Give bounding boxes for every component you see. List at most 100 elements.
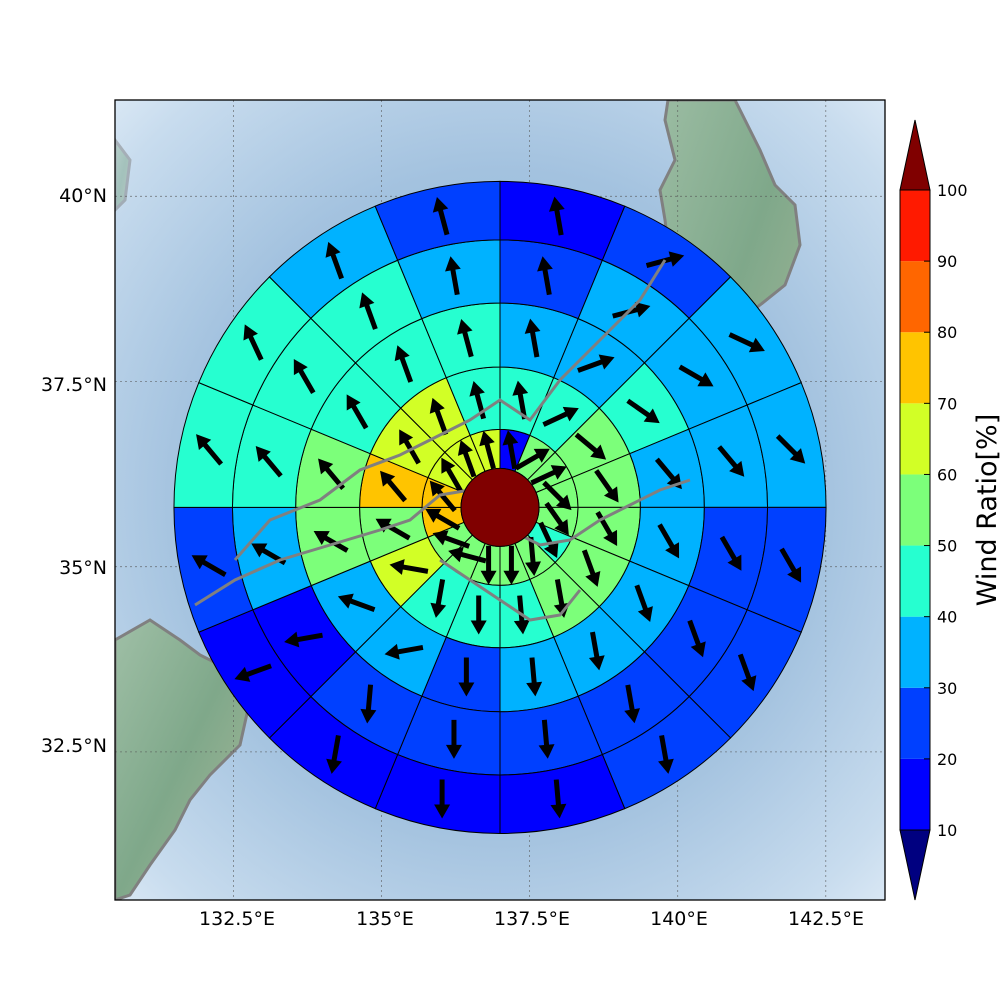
wind-arrow-shape (658, 735, 674, 774)
wind-arrow-shape (525, 536, 541, 576)
wind-arrow (538, 521, 559, 559)
wind-arrow (196, 434, 224, 466)
wind-arrow-shape (445, 719, 462, 759)
wind-arrow (719, 535, 742, 571)
wind-arrow-shape (624, 684, 641, 724)
wind-arrow-shape (470, 595, 487, 635)
wind-arrow (503, 545, 520, 585)
wind-arrow (234, 663, 272, 682)
wind-arrow (542, 406, 579, 427)
wind-arrow (678, 364, 714, 387)
wind-arrow (514, 448, 550, 471)
wind-arrow (480, 545, 497, 585)
colorbar: 10 20 30 40 50 60 70 80 90 100 Wind Ratio[%] (899, 119, 1000, 901)
wind-arrow-shape (537, 256, 553, 296)
wind-arrow (375, 518, 411, 541)
colorbar-tick-label: 90 (937, 252, 957, 271)
wind-arrow-shape (577, 354, 615, 373)
wind-arrow-shape (728, 332, 765, 353)
wind-arrow-shape (359, 292, 378, 330)
lon-tick-label: 142.5°E (788, 908, 864, 930)
wind-arrow (445, 719, 462, 759)
colorbar-box (900, 474, 930, 546)
wind-arrow (313, 531, 349, 553)
wind-arrow-shape (284, 631, 323, 648)
wind-arrow (284, 631, 323, 648)
wind-arrow-shape (445, 256, 461, 296)
wind-arrow (457, 439, 477, 478)
lat-tick-label: 35°N (59, 557, 107, 579)
wind-arrow-shape (542, 480, 572, 511)
colorbar-tick-label: 50 (937, 537, 957, 556)
colorbar-box (900, 403, 930, 475)
colorbar-boxes (899, 119, 931, 901)
land-korea-edge (115, 137, 132, 213)
wind-arrow (624, 684, 641, 724)
wind-arrow-shape (503, 545, 520, 585)
wind-arrow-shape (429, 397, 449, 436)
wind-arrow (626, 398, 660, 424)
wind-arrow (526, 657, 543, 697)
wind-arrow-shape (441, 457, 464, 493)
wind-arrow (380, 470, 408, 503)
wind-arrow-shape (542, 406, 579, 427)
wind-arrow-shape (719, 535, 742, 571)
wind-arrow (524, 318, 541, 358)
wind-arrow-shape (448, 546, 487, 564)
wind-arrow (775, 434, 806, 464)
wind-arrow-shape (775, 434, 806, 464)
wind-arrow-shape (325, 241, 344, 280)
lon-tick-label: 140°E (650, 908, 708, 930)
wind-arrow-shape (645, 251, 685, 268)
wind-arrow (326, 735, 342, 774)
lat-tick-label: 40°N (59, 185, 107, 207)
wind-arrow-shape (346, 394, 369, 430)
wind-arrow-shape (737, 653, 757, 692)
wind-arrow-shape (538, 521, 559, 559)
wind-arrow (538, 719, 555, 759)
coast-kii (439, 558, 582, 622)
wind-arrow-shape (524, 318, 541, 358)
wind-arrow (425, 508, 461, 531)
wind-arrow-shape (779, 547, 802, 583)
wind-arrow-shape (432, 197, 450, 236)
wind-arrow (548, 196, 565, 236)
wind-arrow-shape (430, 579, 447, 618)
central-disk (460, 467, 540, 547)
lat-tick-label: 37.5°N (41, 374, 107, 396)
wind-arrow-shape (469, 380, 487, 420)
wind-arrow (384, 643, 424, 660)
wind-arrow-shape (243, 324, 264, 361)
wind-arrow-shape (626, 398, 660, 424)
wind-arrow-shape (234, 663, 272, 682)
wind-arrow (544, 501, 569, 536)
wind-arrow-shape (687, 619, 706, 658)
wind-arrow (243, 324, 264, 361)
wind-arrow (512, 380, 529, 420)
wind-arrow-shape (538, 719, 555, 759)
colorbar-box (900, 758, 930, 830)
wind-arrow-shape (313, 531, 349, 553)
wind-arrow (530, 465, 567, 486)
wind-arrow (537, 256, 553, 296)
wind-arrow (441, 457, 464, 493)
land-western-kyushu (115, 618, 252, 900)
wind-arrow (394, 345, 414, 383)
wind-arrow-shape (588, 631, 605, 671)
wind-arrow (577, 354, 615, 373)
wind-arrow-shape (502, 430, 519, 470)
wind-arrow (191, 555, 227, 577)
wind-arrow (634, 584, 653, 622)
wind-arrow-shape (399, 429, 421, 465)
wind-arrow (502, 430, 519, 470)
wind-arrow (470, 595, 487, 635)
wind-arrow-shape (530, 465, 567, 486)
wind-arrow-shape (457, 319, 474, 358)
colorbar-extend-bottom (899, 829, 931, 901)
lon-tick-label: 132.5°E (199, 908, 275, 930)
wind-arrow (737, 653, 757, 692)
wind-arrow (325, 241, 344, 280)
wind-arrow-shape (457, 439, 477, 478)
wind-sector-rings (173, 180, 827, 834)
colorbar-box (900, 261, 930, 333)
